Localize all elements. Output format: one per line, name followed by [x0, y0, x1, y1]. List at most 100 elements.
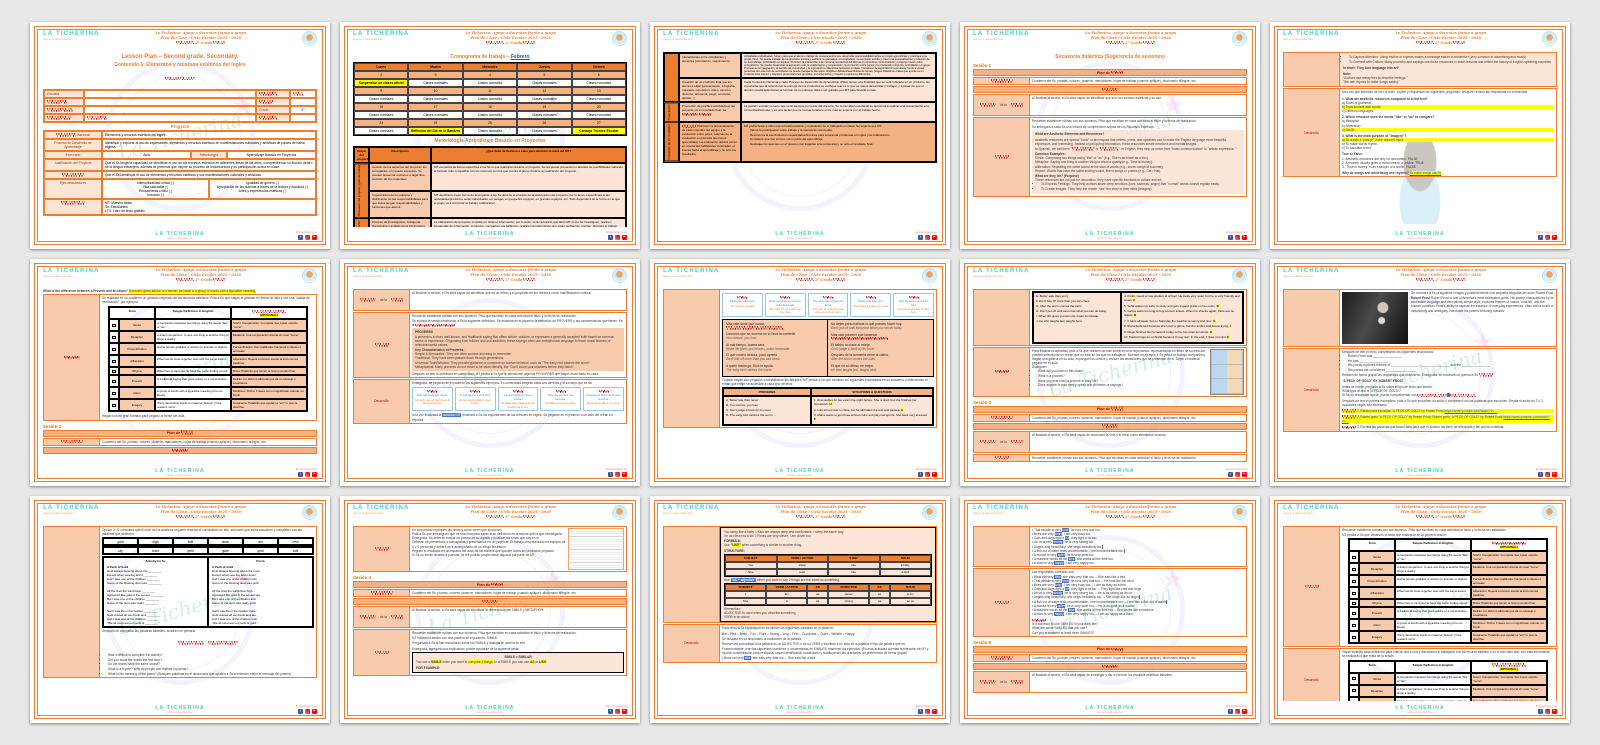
checkbox[interactable]: [1352, 567, 1356, 571]
checkbox[interactable]: [1352, 611, 1356, 615]
eval-item: Considere que son errores como parte del…: [750, 137, 933, 141]
month-link[interactable]: Febrero: [510, 54, 530, 60]
calendar-cell: 11: [462, 87, 518, 95]
instagram-icon[interactable]: [305, 709, 310, 714]
instagram-icon[interactable]: [1545, 709, 1550, 714]
checkbox[interactable]: [112, 359, 116, 364]
facebook-icon[interactable]: f: [608, 709, 613, 714]
instagram-icon[interactable]: [1235, 472, 1240, 477]
checkbox[interactable]: [112, 335, 116, 340]
youtube-icon[interactable]: ▶: [932, 472, 937, 477]
project-table: Nacional Elementos y recursos estéticos d…: [43, 130, 317, 216]
youtube-icon[interactable]: ▶: [312, 235, 317, 240]
youtube-icon[interactable]: ▶: [1242, 472, 1247, 477]
situations-table: PROVERBS SITUATIONS & QUESTIONS A. Better…: [722, 387, 934, 426]
checkbox[interactable]: [112, 347, 116, 352]
instagram-icon[interactable]: [925, 472, 930, 477]
plan-de-clase-bar: Plan de: [973, 405, 1247, 413]
checkbox[interactable]: [112, 403, 116, 408]
calendar-cell: 10: [408, 87, 463, 95]
youtube-icon[interactable]: ▶: [932, 235, 937, 240]
checkbox[interactable]: [1352, 579, 1356, 583]
facebook-icon[interactable]: f: [918, 235, 923, 240]
youtube-icon[interactable]: ▶: [1242, 709, 1247, 714]
instagram-icon[interactable]: [925, 235, 930, 240]
youtube-icon[interactable]: ▶: [1552, 235, 1557, 240]
checkbox[interactable]: [1352, 555, 1356, 559]
school-badge-icon: [612, 505, 627, 520]
facebook-icon[interactable]: f: [918, 709, 923, 714]
youtube-icon[interactable]: ▶: [622, 709, 627, 714]
checkbox[interactable]: [1352, 635, 1356, 639]
youtube-icon[interactable]: ▶: [1552, 709, 1557, 714]
proverb-option: F. Don't bite off more than you can chew: [1036, 299, 1090, 303]
page-thumbnail-5[interactable]: LA TICHERINA Apoyo a docentes fren La Tich…: [1270, 22, 1570, 249]
checkbox[interactable]: [112, 369, 116, 374]
checkbox[interactable]: [112, 323, 116, 328]
checkbox[interactable]: [1352, 591, 1356, 595]
instagram-icon[interactable]: [615, 235, 620, 240]
youtube-icon[interactable]: ▶: [312, 709, 317, 714]
plan-de-clase-bar: Plan de: [973, 645, 1247, 653]
instagram-icon[interactable]: [1235, 235, 1240, 240]
facebook-icon[interactable]: f: [918, 472, 923, 477]
facebook-icon[interactable]: f: [1538, 472, 1543, 477]
youtube-link[interactable]: https://www.youtube.com/watch?v=…: [1342, 415, 1550, 424]
facebook-icon[interactable]: f: [608, 472, 613, 477]
youtube-icon[interactable]: ▶: [312, 472, 317, 477]
facebook-icon[interactable]: f: [1228, 472, 1233, 477]
checkbox[interactable]: [1352, 676, 1356, 681]
calendar-cell: Clases normales: [517, 127, 572, 135]
facebook-icon[interactable]: f: [298, 235, 303, 240]
facebook-icon[interactable]: f: [1228, 235, 1233, 240]
checkbox[interactable]: [112, 391, 116, 396]
simile-answer: • A mouse is very quiet; he is very quie…: [1032, 603, 1135, 608]
facebook-icon[interactable]: f: [608, 235, 613, 240]
checkbox[interactable]: [112, 379, 116, 384]
instagram-icon[interactable]: [615, 472, 620, 477]
instagram-icon[interactable]: [305, 235, 310, 240]
page-header: LA TICHERINA Apoyo a docentes fren La Tich…: [663, 505, 937, 526]
activity-link[interactable]: actividad MT: [442, 413, 462, 418]
facebook-icon[interactable]: f: [298, 709, 303, 714]
youtube-link[interactable]: https://www.youtube.com/watch?v=…: [1444, 408, 1498, 413]
final-answer: To make songs catchy: [1409, 171, 1442, 176]
facebook-icon[interactable]: f: [1538, 235, 1543, 240]
facebook-icon[interactable]: f: [298, 472, 303, 477]
instagram-icon[interactable]: [305, 472, 310, 477]
youtube-icon[interactable]: ▶: [932, 709, 937, 714]
instagram-icon[interactable]: [1545, 235, 1550, 240]
youtube-icon[interactable]: ▶: [1242, 235, 1247, 240]
des-step: Se buscará en su diccionario la traducci…: [722, 636, 803, 641]
cierre-label: [974, 569, 1030, 636]
checkbox[interactable]: [1352, 688, 1356, 693]
checkbox[interactable]: [1352, 623, 1356, 627]
page-header: LA TICHERINA Apoyo a docentes fren La Tich…: [353, 505, 627, 526]
instagram-icon[interactable]: [1235, 709, 1240, 714]
checkbox[interactable]: [1352, 601, 1356, 605]
youtube-icon[interactable]: ▶: [622, 235, 627, 240]
facebook-icon[interactable]: f: [1538, 709, 1543, 714]
youtube-icon[interactable]: ▶: [622, 472, 627, 477]
instagram-icon[interactable]: [615, 709, 620, 714]
instagram-icon[interactable]: [1545, 472, 1550, 477]
instagram-icon[interactable]: [925, 709, 930, 714]
facebook-icon[interactable]: f: [1228, 709, 1233, 714]
glossary-row: Imagery Using descriptive words to create…: [1349, 631, 1547, 644]
youtube-icon[interactable]: ▶: [1552, 472, 1557, 477]
